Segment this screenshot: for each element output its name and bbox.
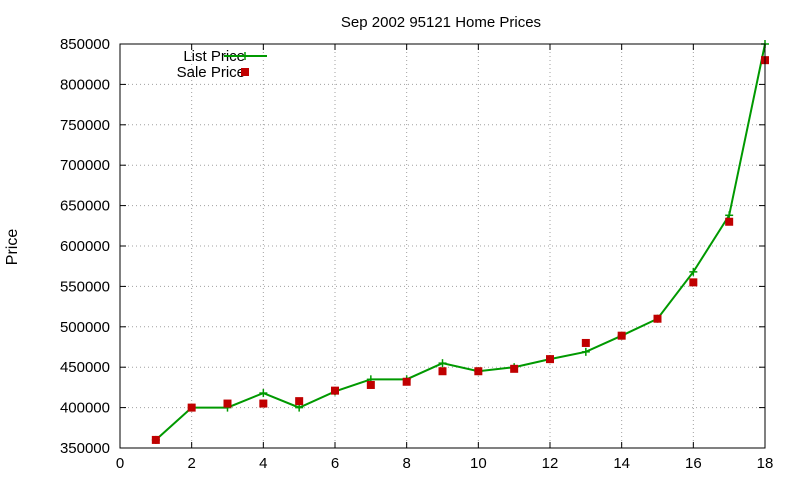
x-tick-label: 2 (187, 455, 195, 472)
legend-marker-list-price (241, 52, 249, 60)
legend-swatch-sale-price (241, 68, 249, 76)
sale-price-point (438, 367, 447, 376)
sale-price-point (295, 397, 304, 406)
data-series (151, 40, 769, 444)
y-tick-label: 800000 (60, 76, 110, 93)
legend-label-sale-price: Sale Price (177, 64, 245, 81)
y-tick-label: 700000 (60, 157, 110, 174)
y-tick-label: 650000 (60, 198, 110, 215)
x-tick-label: 16 (685, 455, 702, 472)
grid-lines (120, 44, 765, 448)
y-tick-label: 400000 (60, 400, 110, 417)
x-tick-label: 4 (259, 455, 267, 472)
y-tick-label: 450000 (60, 359, 110, 376)
sale-price-point (366, 380, 375, 389)
sale-price-point (331, 386, 339, 395)
x-tick-label: 8 (402, 455, 410, 472)
sale-price-point (223, 399, 232, 408)
sale-price-point (617, 331, 626, 340)
sale-price-point (474, 367, 483, 376)
y-axis-label: Price (4, 229, 21, 266)
x-tick-label: 14 (613, 455, 630, 472)
sale-price-point (546, 355, 554, 364)
list-price-point (438, 359, 447, 368)
x-tick-label: 0 (116, 455, 124, 472)
sale-price-point (151, 435, 160, 444)
x-tick-label: 18 (757, 455, 774, 472)
y-tick-label: 600000 (60, 238, 110, 255)
sale-price-point (725, 217, 734, 226)
list-price-point (259, 389, 268, 398)
x-tick-label: 10 (470, 455, 487, 472)
list-price-line (155, 43, 766, 441)
legend-label-list-price: List Price (183, 48, 245, 65)
sale-price-point (581, 338, 590, 347)
y-tick-label: 550000 (60, 278, 110, 295)
x-tick-label: 12 (542, 455, 559, 472)
plot-border (119, 43, 766, 449)
sale-price-point (689, 278, 698, 287)
sale-price-point (187, 403, 196, 412)
list-price-point (581, 347, 590, 356)
axes: 0 2 4 6 8 10 12 14 16 18 350000 400000 450000 500000 5… (60, 36, 773, 472)
list-price-point (689, 267, 698, 276)
chart-title: Sep 2002 95121 Home Prices (341, 14, 541, 31)
y-tick-label: 350000 (60, 440, 110, 457)
sale-price-point (653, 314, 662, 323)
x-tick-label: 6 (331, 455, 339, 472)
sale-price-point (259, 399, 268, 408)
sale-price-point (402, 377, 411, 386)
sale-price-point (510, 364, 519, 373)
y-tick-label: 750000 (60, 117, 110, 134)
y-tick-label: 500000 (60, 319, 110, 336)
y-tick-label: 850000 (60, 36, 110, 53)
